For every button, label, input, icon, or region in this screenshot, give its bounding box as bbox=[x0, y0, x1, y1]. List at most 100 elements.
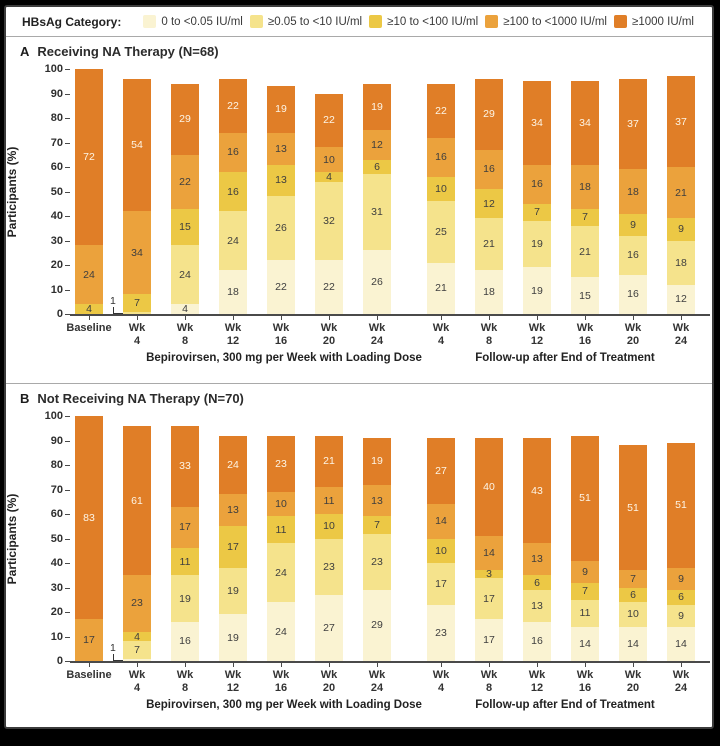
bar-value-label: 16 bbox=[483, 163, 495, 176]
x-axis-tick-label: Wk 24 bbox=[672, 322, 690, 347]
followup-group-label: Follow-up after End of Treatment bbox=[475, 699, 655, 711]
y-axis-tick-label: 90 bbox=[50, 434, 63, 447]
x-axis-tick bbox=[185, 663, 186, 667]
bar-value-label: 22 bbox=[179, 175, 191, 188]
bar-value-label: 29 bbox=[483, 108, 495, 121]
y-axis-tick-label: 30 bbox=[50, 581, 63, 594]
x-axis-tick-label: Wk 24 bbox=[368, 322, 386, 347]
bar-value-label: 23 bbox=[435, 626, 447, 639]
bar-value-label: 19 bbox=[227, 631, 239, 644]
bar-segment: 4 bbox=[171, 304, 199, 314]
y-axis-tick-label: 50 bbox=[50, 532, 63, 545]
bar-value-label: 6 bbox=[678, 591, 684, 604]
y-axis-tick bbox=[65, 636, 70, 638]
bar-value-label: 19 bbox=[371, 100, 383, 113]
annotation-bracket bbox=[113, 307, 123, 314]
bar-segment: 18 bbox=[667, 240, 695, 285]
y-axis-tick bbox=[65, 416, 70, 417]
bar-value-label: 4 bbox=[182, 303, 188, 316]
x-axis-tick-label: Wk 20 bbox=[320, 322, 338, 347]
bar-value-label: 32 bbox=[323, 214, 335, 227]
bar-value-label: 11 bbox=[579, 607, 591, 620]
bar-segment: 29 bbox=[475, 78, 503, 150]
panel-a-title: A Receiving NA Therapy (N=68) bbox=[20, 44, 219, 59]
bar-value-label: 17 bbox=[227, 541, 239, 554]
bar-value-label: 13 bbox=[371, 494, 383, 507]
y-axis-tick-label: 80 bbox=[50, 112, 63, 124]
bar-segment: 16 bbox=[171, 621, 199, 661]
bar-segment: 6 bbox=[667, 589, 695, 605]
bar-segment: 13 bbox=[523, 543, 551, 576]
y-axis-tick bbox=[65, 538, 70, 540]
bar-segment: 21 bbox=[667, 167, 695, 219]
x-axis-tick bbox=[441, 663, 442, 667]
bar-segment: 21 bbox=[475, 218, 503, 270]
bar-segment: 19 bbox=[219, 567, 247, 615]
x-axis-tick-label: Wk 24 bbox=[368, 669, 386, 694]
bar-segment: 7 bbox=[571, 582, 599, 600]
bar-segment: 17 bbox=[171, 506, 199, 549]
bar-value-label: 27 bbox=[435, 465, 447, 478]
bar-value-label: 19 bbox=[531, 284, 543, 297]
bar-segment: 14 bbox=[475, 536, 503, 571]
x-axis-tick bbox=[441, 316, 442, 320]
y-axis-tick-label: 100 bbox=[44, 410, 63, 422]
x-axis-tick-label: Baseline bbox=[66, 669, 112, 681]
bar-segment: 22 bbox=[219, 78, 247, 133]
y-axis-tick bbox=[65, 563, 70, 564]
bar-segment: 16 bbox=[523, 621, 551, 661]
bar-segment: 12 bbox=[363, 130, 391, 160]
x-axis-tick bbox=[281, 663, 282, 667]
y-axis-tick bbox=[65, 191, 70, 193]
x-axis-tick bbox=[537, 663, 538, 667]
y-axis-tick-label: 0 bbox=[56, 308, 63, 320]
bar-segment: 26 bbox=[267, 196, 295, 261]
legend-item: ≥0.05 to <10 IU/ml bbox=[249, 15, 362, 28]
y-axis-tick bbox=[65, 489, 70, 491]
bar-value-label: 13 bbox=[275, 174, 287, 187]
bar-value-label: 18 bbox=[227, 285, 239, 298]
bar-segment: 18 bbox=[219, 269, 247, 314]
x-axis-tick bbox=[681, 316, 682, 320]
panel-a-y-axis-label: Participants (%) bbox=[5, 146, 19, 237]
bar-segment: 14 bbox=[427, 504, 455, 539]
bar-value-label: 13 bbox=[531, 599, 543, 612]
bar-value-label: 24 bbox=[275, 566, 287, 579]
bar-value-label: 16 bbox=[531, 635, 543, 648]
bar-segment: 54 bbox=[123, 78, 151, 212]
panel-b-title-text: Not Receiving NA Therapy (N=70) bbox=[37, 391, 244, 406]
x-axis-tick-label: Wk 12 bbox=[528, 322, 546, 347]
x-axis-tick bbox=[537, 316, 538, 320]
bar-value-label: 23 bbox=[371, 555, 383, 568]
x-axis-tick-label: Wk 16 bbox=[272, 669, 290, 694]
bar-segment: 31 bbox=[363, 174, 391, 251]
bar-segment: 32 bbox=[315, 181, 343, 261]
bar-value-label: 6 bbox=[534, 576, 540, 589]
bar-value-label: 10 bbox=[323, 153, 335, 166]
y-axis-tick bbox=[65, 661, 70, 662]
bar-value-label: 9 bbox=[678, 223, 684, 236]
legend-swatch-icon bbox=[369, 15, 383, 28]
bar-value-label: 16 bbox=[227, 185, 239, 198]
bar-value-label: 26 bbox=[371, 276, 383, 289]
bar-segment: 18 bbox=[475, 269, 503, 314]
bar-value-label: 14 bbox=[483, 547, 495, 560]
bar-value-label: 15 bbox=[179, 221, 191, 234]
bar-segment: 61 bbox=[123, 425, 151, 576]
treatment-group-label: Bepirovirsen, 300 mg per Week with Loadi… bbox=[146, 352, 422, 364]
x-axis-tick-label: Wk 16 bbox=[576, 322, 594, 347]
bar-value-label: 24 bbox=[227, 459, 239, 471]
bar-segment: 23 bbox=[267, 435, 295, 492]
bar-value-label: 17 bbox=[179, 521, 191, 534]
bar-segment: 11 bbox=[571, 599, 599, 627]
bar-value-label: 7 bbox=[534, 206, 540, 219]
y-axis-tick bbox=[65, 440, 70, 442]
bar-value-label: 37 bbox=[675, 115, 687, 128]
y-axis-tick bbox=[65, 314, 70, 315]
legend-swatch-icon bbox=[485, 15, 499, 28]
x-axis-tick bbox=[377, 663, 378, 667]
bar-segment: 24 bbox=[219, 211, 247, 270]
bar-segment: 4 bbox=[75, 304, 103, 314]
y-axis-tick bbox=[65, 265, 70, 266]
bar-segment: 7 bbox=[123, 641, 151, 659]
